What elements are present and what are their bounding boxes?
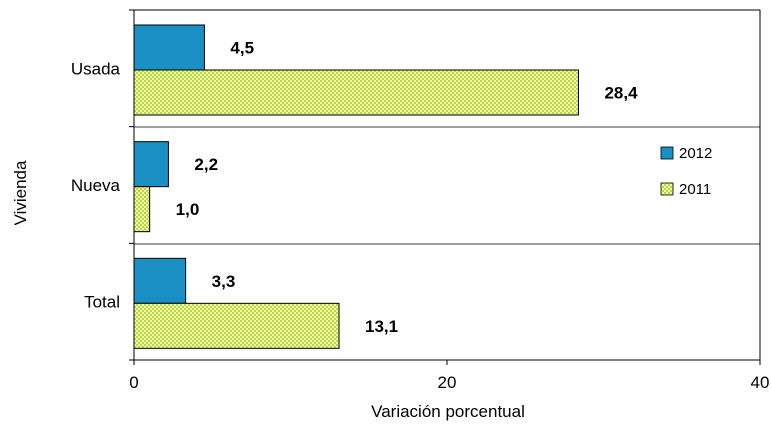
bar-2012-nueva xyxy=(133,141,169,188)
x-axis-ticks: 0 20 40 xyxy=(129,360,769,392)
data-label-2012-usada: 4,5 xyxy=(230,39,254,58)
data-label-2011-usada: 28,4 xyxy=(604,84,638,103)
legend-swatch-2012 xyxy=(660,146,674,160)
bars xyxy=(133,24,579,349)
x-tick-label: 0 xyxy=(129,373,138,392)
x-tick-label: 40 xyxy=(751,373,770,392)
x-tick-label: 20 xyxy=(438,373,457,392)
data-label-2011-nueva: 1,0 xyxy=(176,200,200,219)
bar-2012-usada xyxy=(133,24,205,71)
data-label-2012-nueva: 2,2 xyxy=(194,155,218,174)
bar-2011-nueva xyxy=(133,186,151,233)
bar-2012-total xyxy=(133,257,187,304)
bar-2011-total xyxy=(133,302,340,349)
legend: 2012 2011 xyxy=(660,145,712,198)
data-label-2012-total: 3,3 xyxy=(212,272,236,291)
y-tick-label: Nueva xyxy=(71,176,121,195)
y-axis-ticks: Usada Nueva Total xyxy=(71,9,134,361)
plot-area xyxy=(133,9,761,361)
legend-label-2012: 2012 xyxy=(679,145,712,162)
x-axis-title: Variación porcentual xyxy=(371,402,525,421)
y-axis-title: Vivienda xyxy=(11,160,30,225)
legend-label-2011: 2011 xyxy=(679,181,711,198)
data-labels: 4,5 28,4 2,2 1,0 3,3 13,1 xyxy=(176,39,638,336)
data-label-2011-total: 13,1 xyxy=(365,317,398,336)
y-tick-label: Total xyxy=(84,293,120,312)
bar-2011-usada xyxy=(133,69,579,116)
y-tick-label: Usada xyxy=(71,59,121,78)
legend-swatch-2011 xyxy=(660,182,674,196)
